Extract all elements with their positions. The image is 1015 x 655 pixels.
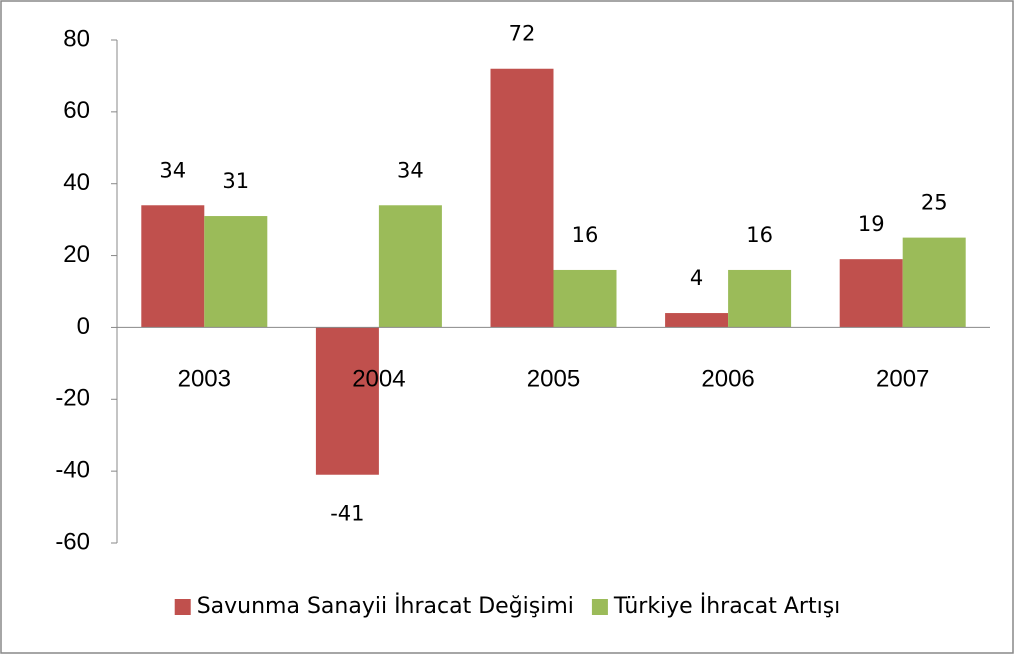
legend-swatch [174, 599, 191, 615]
legend-label: Türkiye İhracat Artışı [613, 593, 840, 619]
bar [839, 259, 903, 328]
data-label: 25 [921, 191, 948, 215]
y-tick-label: 20 [63, 241, 90, 268]
bar [315, 327, 379, 475]
y-tick-label: 80 [63, 25, 90, 52]
data-label: 34 [397, 158, 424, 182]
data-label: 34 [159, 158, 186, 182]
bar [553, 269, 617, 328]
legend-swatch [591, 599, 608, 615]
data-label: 16 [572, 223, 599, 247]
x-tick-label: 2004 [352, 365, 405, 392]
bar [490, 68, 554, 328]
y-tick-label: 40 [63, 169, 90, 196]
y-tick-label: -60 [55, 528, 90, 555]
y-tick-label: -40 [55, 456, 90, 483]
bar [204, 216, 268, 328]
x-tick-label: 2007 [876, 365, 929, 392]
x-tick-label: 2005 [527, 365, 580, 392]
y-tick-label: -20 [55, 385, 90, 412]
x-tick-label: 2006 [701, 365, 754, 392]
bar [141, 205, 205, 328]
y-tick-label: 0 [77, 313, 90, 340]
bar [378, 205, 442, 328]
data-label: 4 [690, 266, 703, 290]
data-label: 19 [858, 212, 885, 236]
data-label: 16 [746, 223, 773, 247]
x-tick-label: 2003 [178, 365, 231, 392]
bar [665, 313, 729, 328]
y-tick-label: 60 [63, 97, 90, 124]
bar [728, 269, 792, 328]
bar [902, 237, 966, 328]
legend-label: Savunma Sanayii İhracat Değişimi [197, 593, 574, 619]
data-label: 31 [222, 169, 249, 193]
data-label: 72 [509, 22, 536, 46]
data-label: -41 [330, 502, 364, 526]
